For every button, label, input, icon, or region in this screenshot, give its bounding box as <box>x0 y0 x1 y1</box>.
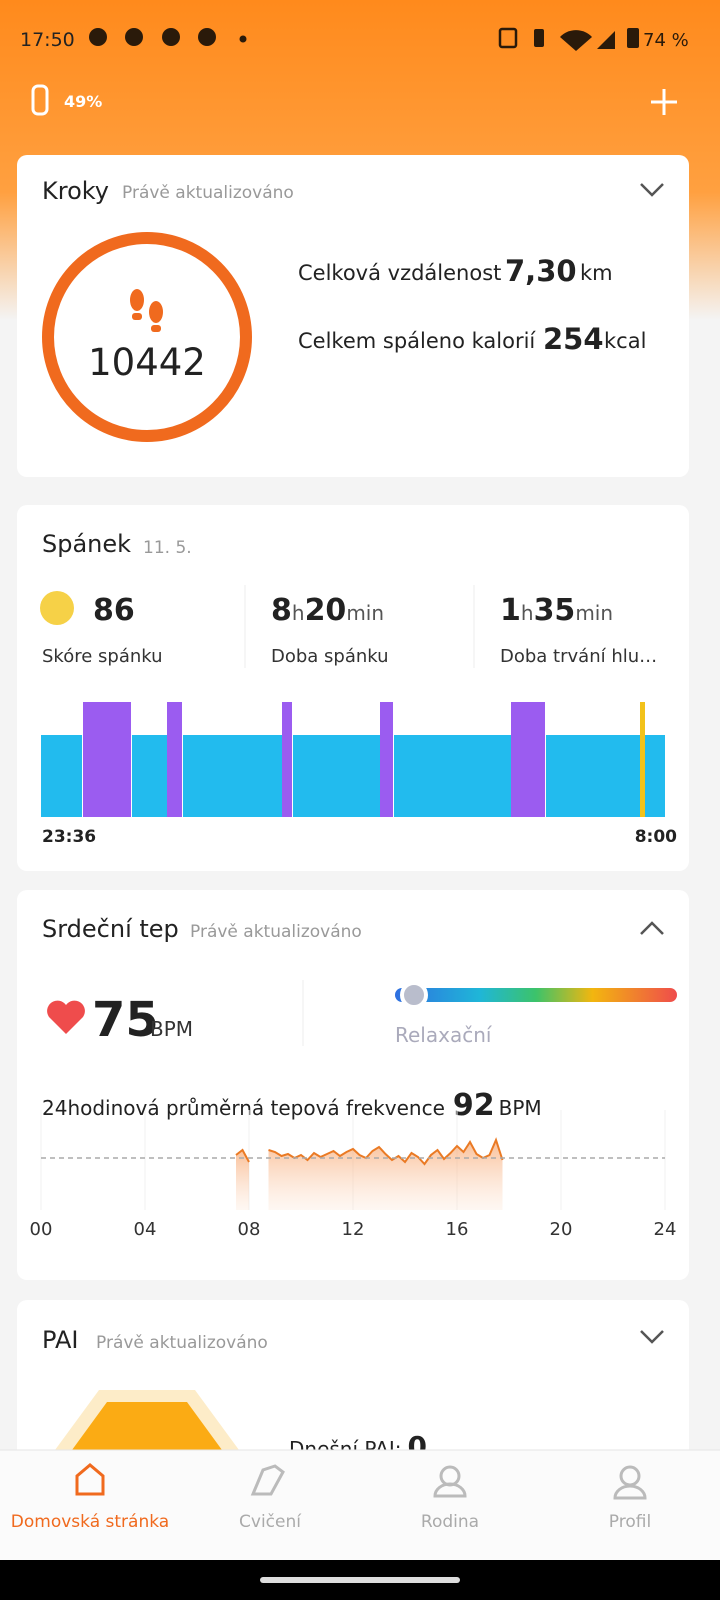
card-subtitle: Právě aktualizováno <box>96 1333 268 1353</box>
bottom-nav <box>0 1450 720 1560</box>
sleep-end: 8:00 <box>635 827 677 847</box>
nav-family[interactable]: Rodina <box>421 1512 479 1532</box>
card-title: Spánek <box>42 530 131 558</box>
x-tick-label: 12 <box>342 1219 365 1240</box>
card-date: 11. 5. <box>143 538 192 558</box>
heart-rate: 75 <box>92 992 159 1048</box>
distance-value: 7,30 <box>505 254 577 288</box>
deep-label: Doba trvání hlu… <box>500 646 657 667</box>
x-tick-label: 24 <box>654 1219 677 1240</box>
nav-home[interactable]: Domovská stránka <box>11 1512 169 1532</box>
battery: 74 % <box>643 30 689 51</box>
band-battery: 49% <box>64 92 102 111</box>
notification-icons <box>89 27 639 51</box>
heart-rate-line <box>235 1148 250 1163</box>
expand-icon[interactable] <box>640 183 664 197</box>
card-subtitle: Právě aktualizováno <box>190 922 362 942</box>
collapse-icon[interactable] <box>640 921 664 935</box>
zone-indicator <box>400 981 428 1009</box>
steps-card[interactable] <box>17 155 689 477</box>
card-title: Kroky <box>42 177 109 205</box>
x-tick-label: 04 <box>134 1219 157 1240</box>
time: 17:50 <box>20 29 75 51</box>
x-tick-label: 08 <box>238 1219 261 1240</box>
sleep-score: 86 <box>93 593 135 628</box>
sleep-face-icon <box>40 591 74 625</box>
nav-workout[interactable]: Cvičení <box>239 1512 302 1532</box>
calories-label: Celkem spáleno kalorií <box>298 329 536 353</box>
band-icon <box>31 84 49 116</box>
zone-label: Relaxační <box>395 1023 493 1047</box>
pai-shape <box>72 1402 222 1450</box>
sleep-start: 23:36 <box>42 827 96 847</box>
deep-duration: 1h35min <box>500 593 613 628</box>
x-tick-label: 00 <box>30 1219 53 1240</box>
card-title: PAI <box>42 1326 78 1354</box>
distance-unit: km <box>580 261 613 285</box>
home-indicator[interactable] <box>260 1577 460 1583</box>
duration-label: Doba spánku <box>271 646 389 667</box>
steps-ring <box>42 232 252 442</box>
nav-profile[interactable]: Profil <box>609 1512 651 1532</box>
steps-icon <box>130 289 163 332</box>
avg-heart-rate: 24hodinová průměrná tepová frekvence 92 BP… <box>42 1088 542 1123</box>
sleep-stages <box>41 702 665 817</box>
heart-rate-unit: BPM <box>150 1017 193 1041</box>
score-label: Skóre spánku <box>42 646 163 667</box>
heart-rate-chart: 00 04 08 12 16 20 24 <box>30 1110 677 1240</box>
heart-rate-area <box>268 1140 503 1210</box>
expand-icon[interactable] <box>640 1330 664 1344</box>
add-button[interactable] <box>651 89 677 115</box>
calories-value: 254 <box>543 322 604 356</box>
steps-value: 10442 <box>88 341 206 384</box>
heart-card[interactable] <box>17 890 689 1280</box>
zone-bar <box>395 988 677 1002</box>
heart-rate-line <box>268 1137 504 1166</box>
x-tick-label: 16 <box>446 1219 469 1240</box>
calories-unit: kcal <box>604 329 646 353</box>
distance-label: Celková vzdálenost <box>298 261 501 285</box>
heart-rate-area <box>236 1150 249 1210</box>
heart-icon <box>47 1000 85 1034</box>
card-title: Srdeční tep <box>42 915 179 943</box>
x-tick-label: 20 <box>550 1219 573 1240</box>
nav-icons <box>75 1463 647 1500</box>
card-subtitle: Právě aktualizováno <box>122 183 294 203</box>
sleep-duration: 8h20min <box>271 593 384 628</box>
